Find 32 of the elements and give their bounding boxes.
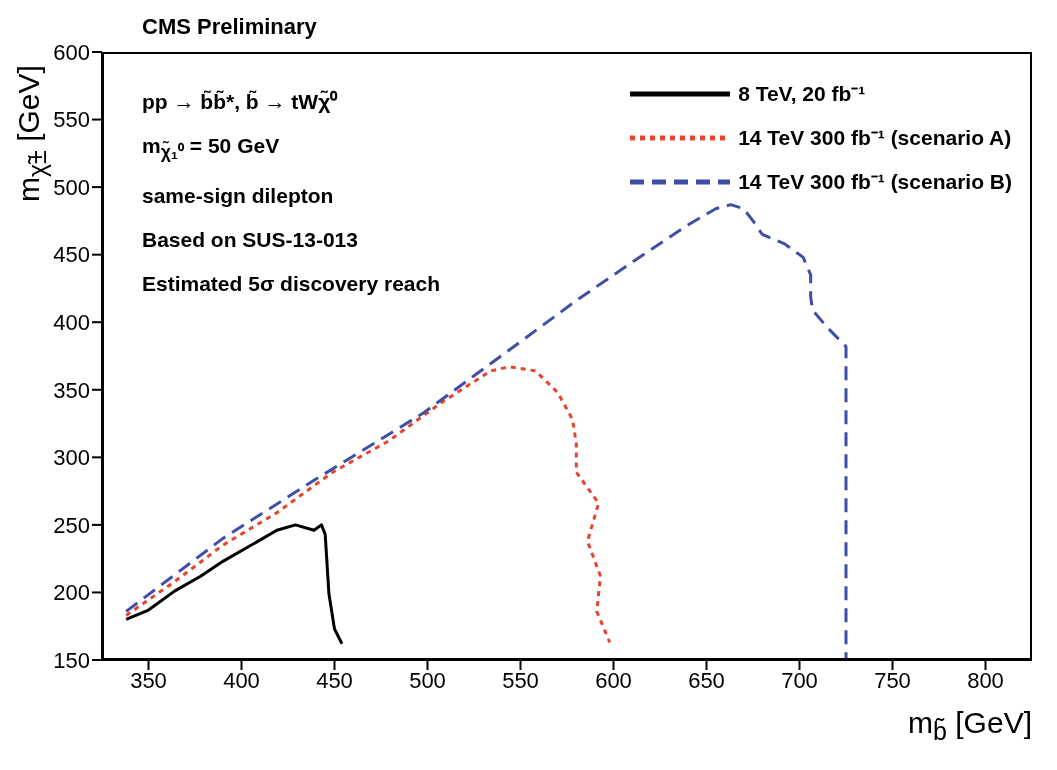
annotation: pp → b̃b̃*, b̃ → tWχ̃⁰ [142,89,339,115]
chart-title: CMS Preliminary [142,14,317,40]
x-tick-label: 600 [595,667,632,693]
x-tick-label: 400 [223,667,260,693]
annotation: Estimated 5σ discovery reach [142,271,441,298]
line-series [124,365,612,644]
x-axis-title: m$_{b̃}$ [GeV] [908,706,1032,746]
x-tick-label: 550 [502,667,539,693]
y-tick-label: 500 [53,174,90,200]
y-tick-label: 350 [53,377,90,403]
legend-label: 14 TeV 300 fb⁻¹ (scenario A) [738,125,1012,151]
y-tick-label: 400 [53,310,90,336]
legend-label: 8 TeV, 20 fb⁻¹ [738,81,866,107]
y-tick-label: 250 [53,512,90,538]
x-tick-label: 800 [967,667,1004,693]
x-tick-label: 450 [316,667,353,693]
x-tick-label: 750 [874,667,911,693]
line-series [124,523,344,646]
y-tick-label: 300 [53,445,90,471]
x-tick-label: 500 [409,667,446,693]
y-tick-label: 450 [53,242,90,268]
x-tick-label: 350 [130,667,167,693]
annotation: Based on SUS-13-013 [142,227,359,254]
y-tick-label: 150 [53,647,90,673]
x-tick-label: 700 [781,667,818,693]
legend-label: 14 TeV 300 fb⁻¹ (scenario B) [738,169,1012,195]
y-tick-label: 550 [53,107,90,133]
annotation: m$_{χ̃₁⁰}$ = 50 GeV [142,133,281,165]
y-tick-label: 600 [53,39,90,65]
y-tick-label: 200 [53,580,90,606]
x-tick-label: 650 [688,667,725,693]
annotation: same-sign dilepton [142,183,335,210]
